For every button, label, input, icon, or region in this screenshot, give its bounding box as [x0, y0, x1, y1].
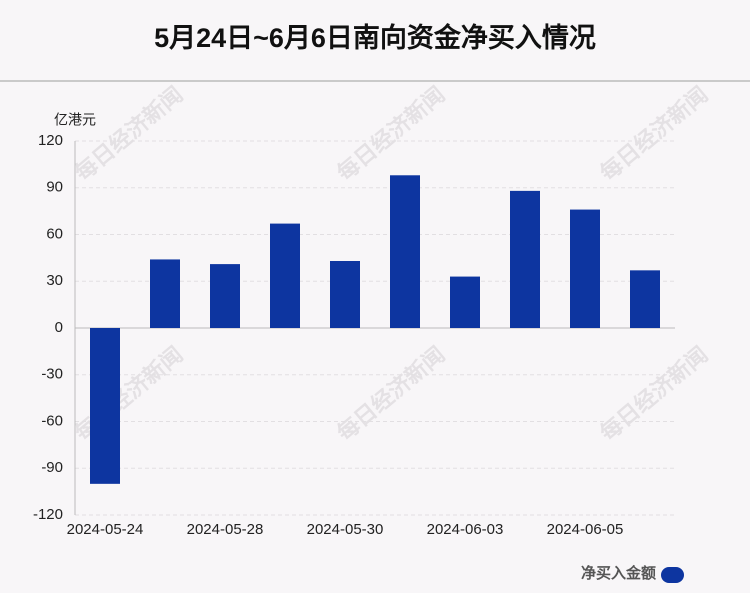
- y-tick-label: 0: [55, 319, 63, 336]
- bar: [510, 190, 540, 328]
- y-tick-label: 120: [38, 132, 63, 149]
- bar: [450, 276, 480, 328]
- bar: [330, 260, 360, 328]
- bar: [390, 175, 420, 328]
- bar: [150, 259, 180, 328]
- bar: [570, 209, 600, 328]
- chart-title: 5月24日~6月6日南向资金净买入情况: [154, 22, 596, 53]
- legend-swatch: [661, 567, 684, 583]
- y-tick-label: 30: [46, 272, 63, 289]
- bar: [90, 328, 120, 484]
- x-tick-label: 2024-05-30: [307, 521, 384, 538]
- y-tick-label: -60: [41, 412, 63, 429]
- y-tick-label: -90: [41, 459, 63, 476]
- x-tick-label: 2024-06-03: [427, 521, 504, 538]
- y-tick-label: -120: [33, 506, 63, 523]
- x-tick-label: 2024-05-24: [67, 521, 144, 538]
- x-tick-label: 2024-05-28: [187, 521, 264, 538]
- y-tick-label: 90: [46, 179, 63, 196]
- x-tick-label: 2024-06-05: [547, 521, 624, 538]
- y-axis-unit: 亿港元: [54, 112, 96, 128]
- bar: [270, 223, 300, 328]
- bar: [630, 270, 660, 328]
- y-tick-label: -30: [41, 366, 63, 383]
- y-tick-label: 60: [46, 225, 63, 242]
- legend-label: 净买入金额: [581, 564, 656, 582]
- bar: [210, 264, 240, 328]
